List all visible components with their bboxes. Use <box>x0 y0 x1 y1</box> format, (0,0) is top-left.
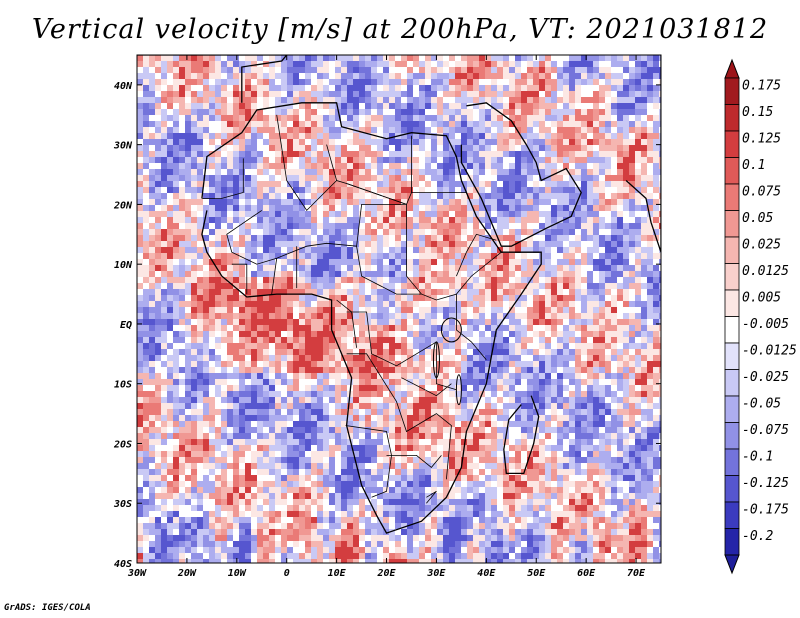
africa-coast <box>201 102 542 534</box>
colorbar-swatch <box>724 77 740 105</box>
y-tick-label: 40N <box>114 81 133 92</box>
arabia-coast <box>460 102 582 247</box>
x-tick-label: 30W <box>127 568 147 579</box>
y-axis: 40N 30N 20N 10N EQ 10S 20S 30S 40S <box>113 81 661 570</box>
country-border <box>426 490 437 504</box>
x-tick-label: 20W <box>177 568 197 579</box>
x-tick-label: 50E <box>527 568 546 579</box>
country-border <box>226 135 412 265</box>
colorbar-swatch <box>724 104 740 132</box>
country-border <box>386 455 442 468</box>
y-tick-label: 30N <box>113 141 133 152</box>
country-border <box>456 294 487 361</box>
x-tick-label: 30E <box>426 568 446 579</box>
country-border <box>276 114 337 212</box>
colorbar-swatch <box>724 501 740 529</box>
country-border <box>336 299 357 348</box>
colorbar-swatch <box>724 316 740 344</box>
lake-outline <box>432 341 440 379</box>
india-coast <box>625 55 661 253</box>
colorbar-label: -0.075 <box>742 423 789 438</box>
map-title: Vertical velocity [m/s] at 200hPa, VT: 2… <box>31 14 769 45</box>
grads-credit: GrADS: IGES/COLA <box>4 603 91 613</box>
colorbar-label: -0.1 <box>742 449 773 464</box>
colorbar-swatch <box>724 528 740 556</box>
colorbar-label: 0.175 <box>742 78 781 93</box>
colorbar-swatch <box>724 395 740 423</box>
colorbar-top-triangle <box>724 58 740 79</box>
colorbar-swatch <box>724 422 740 450</box>
colorbar-label: -0.025 <box>742 370 789 385</box>
x-tick-label: 10W <box>228 568 247 579</box>
colorbar-swatch <box>724 369 740 397</box>
lake-outline <box>440 317 462 343</box>
country-border <box>326 144 407 205</box>
colorbar-label: -0.2 <box>742 529 773 544</box>
country-border <box>401 377 452 397</box>
colorbar-swatch <box>724 475 740 503</box>
y-tick-label: 20S <box>113 439 132 450</box>
madagascar-coast <box>503 395 540 475</box>
x-tick-label: 20E <box>376 568 396 579</box>
x-tick-label: 10E <box>328 568 347 579</box>
colorbar-swatch <box>724 157 740 185</box>
colorbar-swatch <box>724 210 740 238</box>
map-frame <box>136 54 662 564</box>
colorbar-label: 0.05 <box>742 211 773 226</box>
colorbar: 0.175 0.15 0.125 0.1 0.075 0.05 0.025 0.0125 0.0… <box>724 58 797 575</box>
colorbar-swatch <box>724 289 740 317</box>
colorbar-label: -0.175 <box>742 502 789 517</box>
colorbar-swatch <box>724 342 740 370</box>
colorbar-label: 0.125 <box>742 131 781 146</box>
country-border <box>346 183 502 301</box>
colorbar-swatch <box>724 263 740 291</box>
velocity-field <box>137 55 661 563</box>
country-border <box>271 258 278 295</box>
colorbar-label: 0.005 <box>742 290 781 305</box>
y-tick-label: 40S <box>114 559 132 570</box>
colorbar-bottom-triangle <box>724 554 740 575</box>
x-axis: 30W 20W 10W 0 10E 20E 30E 40E 50E 60E 70E <box>127 55 646 579</box>
colorbar-label: 0.15 <box>742 105 773 120</box>
colorbar-label: -0.05 <box>742 396 781 411</box>
colorbar-label: 0.1 <box>742 158 765 173</box>
colorbar-swatch <box>724 448 740 476</box>
x-tick-label: 60E <box>577 568 596 579</box>
country-border <box>356 246 422 295</box>
colorbar-label: -0.125 <box>742 476 789 491</box>
y-tick-label: 30S <box>113 499 132 510</box>
country-border <box>346 353 452 480</box>
y-tick-label: EQ <box>120 320 132 331</box>
x-tick-label: 0 <box>284 568 290 579</box>
y-tick-label: 10S <box>114 380 132 391</box>
country-border <box>456 233 497 277</box>
europe-coast <box>137 55 288 103</box>
lake-outline <box>455 374 462 406</box>
colorbar-swatch <box>724 130 740 158</box>
colorbar-label: -0.005 <box>742 317 789 332</box>
country-border <box>231 263 248 295</box>
country-border <box>201 158 244 199</box>
colorbar-label: 0.0125 <box>742 264 789 279</box>
country-border <box>346 311 457 391</box>
colorbar-label: 0.025 <box>742 237 781 252</box>
x-tick-label: 70E <box>627 568 646 579</box>
coastlines <box>137 55 661 534</box>
colorbar-swatch <box>724 183 740 211</box>
y-tick-label: 10N <box>114 260 133 271</box>
x-tick-label: 40E <box>477 568 496 579</box>
y-tick-label: 20N <box>113 200 133 211</box>
colorbar-label: 0.075 <box>742 184 781 199</box>
colorbar-label: -0.0125 <box>742 343 797 358</box>
colorbar-swatch <box>724 236 740 264</box>
